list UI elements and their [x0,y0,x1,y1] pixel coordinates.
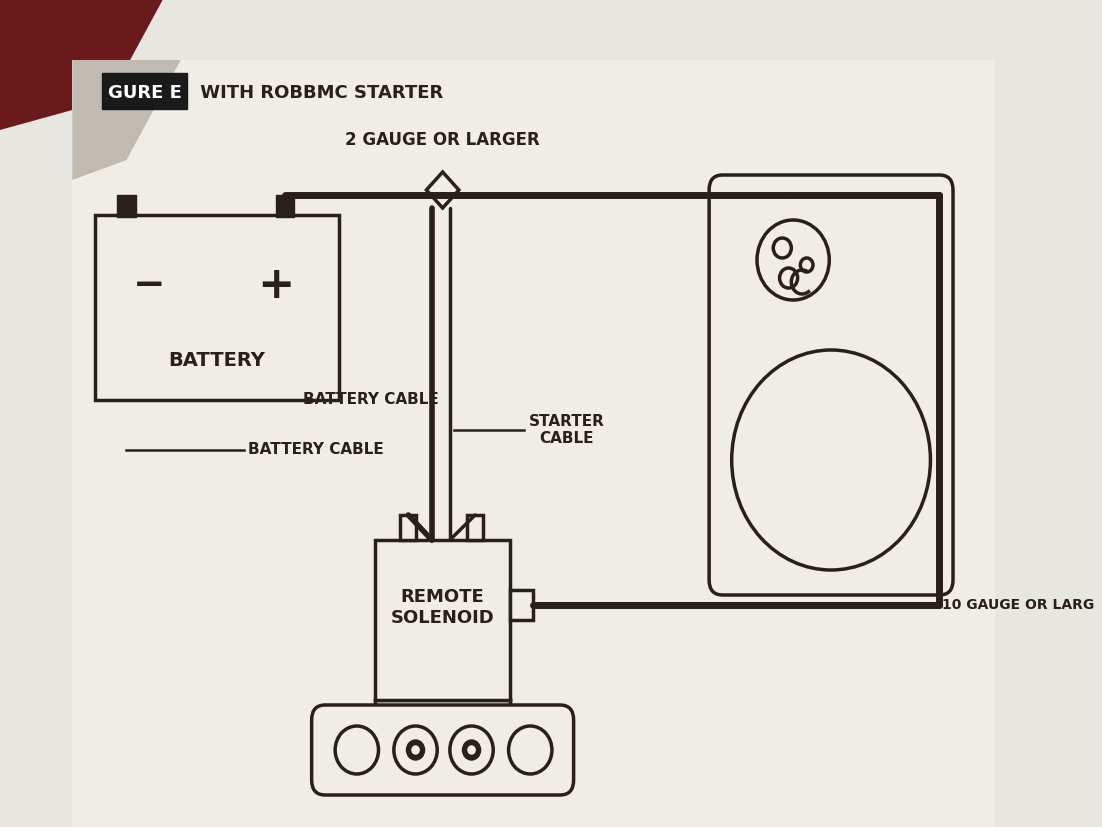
Circle shape [335,726,378,774]
Circle shape [407,740,424,760]
Text: −: − [132,266,165,304]
Circle shape [450,726,494,774]
Text: STARTER
CABLE: STARTER CABLE [529,414,604,447]
Polygon shape [0,0,163,130]
Text: REMOTE
SOLENOID: REMOTE SOLENOID [391,588,495,627]
Circle shape [509,726,552,774]
Text: 2 GAUGE OR LARGER: 2 GAUGE OR LARGER [345,131,540,149]
Circle shape [463,740,480,760]
Text: BATTERY CABLE: BATTERY CABLE [303,393,439,408]
Bar [467,515,484,540]
Text: GURE E: GURE E [108,84,182,102]
FancyBboxPatch shape [73,60,995,827]
Bar [400,515,417,540]
Text: BATTERY: BATTERY [169,351,266,370]
FancyBboxPatch shape [312,705,574,795]
Text: +: + [257,264,294,307]
Circle shape [468,746,475,754]
Bar [118,195,136,217]
Circle shape [412,746,419,754]
FancyBboxPatch shape [102,73,187,109]
Bar [276,195,293,217]
Text: BATTERY CABLE: BATTERY CABLE [248,442,385,457]
FancyBboxPatch shape [95,215,338,400]
Bar [510,590,533,620]
Text: 10 GAUGE OR LARG: 10 GAUGE OR LARG [942,598,1094,612]
FancyBboxPatch shape [375,540,510,700]
Polygon shape [73,60,181,180]
Circle shape [393,726,437,774]
Text: WITH ROBBMC STARTER: WITH ROBBMC STARTER [194,84,443,102]
